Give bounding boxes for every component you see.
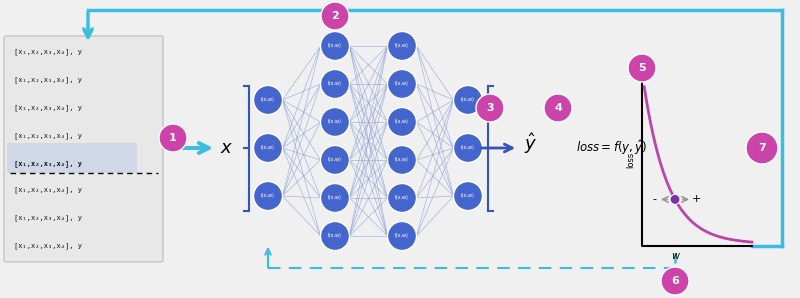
Circle shape xyxy=(321,145,350,175)
FancyBboxPatch shape xyxy=(7,143,137,173)
Text: [x₁,x₂,x₃,x₄], y: [x₁,x₂,x₃,x₄], y xyxy=(14,243,82,249)
Text: f(x,w): f(x,w) xyxy=(395,119,409,125)
Text: f(x,w): f(x,w) xyxy=(328,119,342,125)
Text: $\mathit{loss} = \mathit{f}(\mathit{y}, \hat{y})$: $\mathit{loss} = \mathit{f}(\mathit{y}, … xyxy=(576,139,647,157)
Text: f(x,w): f(x,w) xyxy=(461,97,475,103)
Text: 6: 6 xyxy=(671,276,679,286)
Circle shape xyxy=(387,145,417,175)
Circle shape xyxy=(387,69,417,99)
Circle shape xyxy=(628,54,656,82)
Circle shape xyxy=(321,184,350,212)
Circle shape xyxy=(387,184,417,212)
Circle shape xyxy=(454,181,482,210)
Text: f(x,w): f(x,w) xyxy=(261,145,275,150)
Text: 3: 3 xyxy=(486,103,494,113)
Circle shape xyxy=(321,32,350,60)
Text: 7: 7 xyxy=(758,143,766,153)
Circle shape xyxy=(321,2,349,30)
Text: $\mathit{x}$: $\mathit{x}$ xyxy=(220,139,234,157)
Text: f(x,w): f(x,w) xyxy=(328,158,342,162)
Text: f(x,w): f(x,w) xyxy=(261,97,275,103)
Text: f(x,w): f(x,w) xyxy=(328,81,342,86)
Text: 5: 5 xyxy=(638,63,646,73)
Text: f(x,w): f(x,w) xyxy=(328,234,342,238)
Text: [x₁,x₂,x₃,x₄], y: [x₁,x₂,x₃,x₄], y xyxy=(14,77,82,83)
Text: loss: loss xyxy=(626,152,635,168)
Text: f(x,w): f(x,w) xyxy=(395,158,409,162)
Text: 1: 1 xyxy=(169,133,177,143)
Circle shape xyxy=(670,194,680,204)
Circle shape xyxy=(387,108,417,136)
Text: 4: 4 xyxy=(554,103,562,113)
Text: f(x,w): f(x,w) xyxy=(395,234,409,238)
Text: w: w xyxy=(671,251,679,261)
Circle shape xyxy=(321,69,350,99)
Circle shape xyxy=(544,94,572,122)
Text: f(x,w): f(x,w) xyxy=(395,44,409,49)
FancyBboxPatch shape xyxy=(4,36,163,262)
Circle shape xyxy=(454,134,482,162)
Text: $\hat{y}$: $\hat{y}$ xyxy=(524,132,538,156)
Text: +: + xyxy=(691,194,701,204)
Text: [x₁,x₂,x₃,x₄], y: [x₁,x₂,x₃,x₄], y xyxy=(14,105,82,111)
Text: -: - xyxy=(652,194,656,204)
Text: f(x,w): f(x,w) xyxy=(461,193,475,198)
Circle shape xyxy=(476,94,504,122)
Circle shape xyxy=(254,181,282,210)
Text: [x₁,x₂,x₃,x₄], y: [x₁,x₂,x₃,x₄], y xyxy=(14,133,82,139)
Circle shape xyxy=(387,32,417,60)
Circle shape xyxy=(321,108,350,136)
Circle shape xyxy=(387,221,417,251)
Text: f(x,w): f(x,w) xyxy=(328,44,342,49)
Text: f(x,w): f(x,w) xyxy=(328,195,342,201)
Text: [x₁,x₂,x₃,x₄], y: [x₁,x₂,x₃,x₄], y xyxy=(14,215,82,221)
Text: f(x,w): f(x,w) xyxy=(461,145,475,150)
Circle shape xyxy=(746,132,778,164)
Text: 2: 2 xyxy=(331,11,339,21)
Circle shape xyxy=(254,134,282,162)
Circle shape xyxy=(321,221,350,251)
Text: f(x,w): f(x,w) xyxy=(261,193,275,198)
Circle shape xyxy=(454,86,482,114)
Text: f(x,w): f(x,w) xyxy=(395,81,409,86)
Circle shape xyxy=(661,267,689,295)
Text: [x₁,x₂,x₃,x₄], y: [x₁,x₂,x₃,x₄], y xyxy=(14,49,82,55)
Circle shape xyxy=(254,86,282,114)
Circle shape xyxy=(159,124,187,152)
Text: [x₁,x₂,x₃,x₄], y: [x₁,x₂,x₃,x₄], y xyxy=(14,161,82,167)
Text: [x₁,x₂,x₃,x₄], y: [x₁,x₂,x₃,x₄], y xyxy=(14,187,82,193)
Text: f(x,w): f(x,w) xyxy=(395,195,409,201)
